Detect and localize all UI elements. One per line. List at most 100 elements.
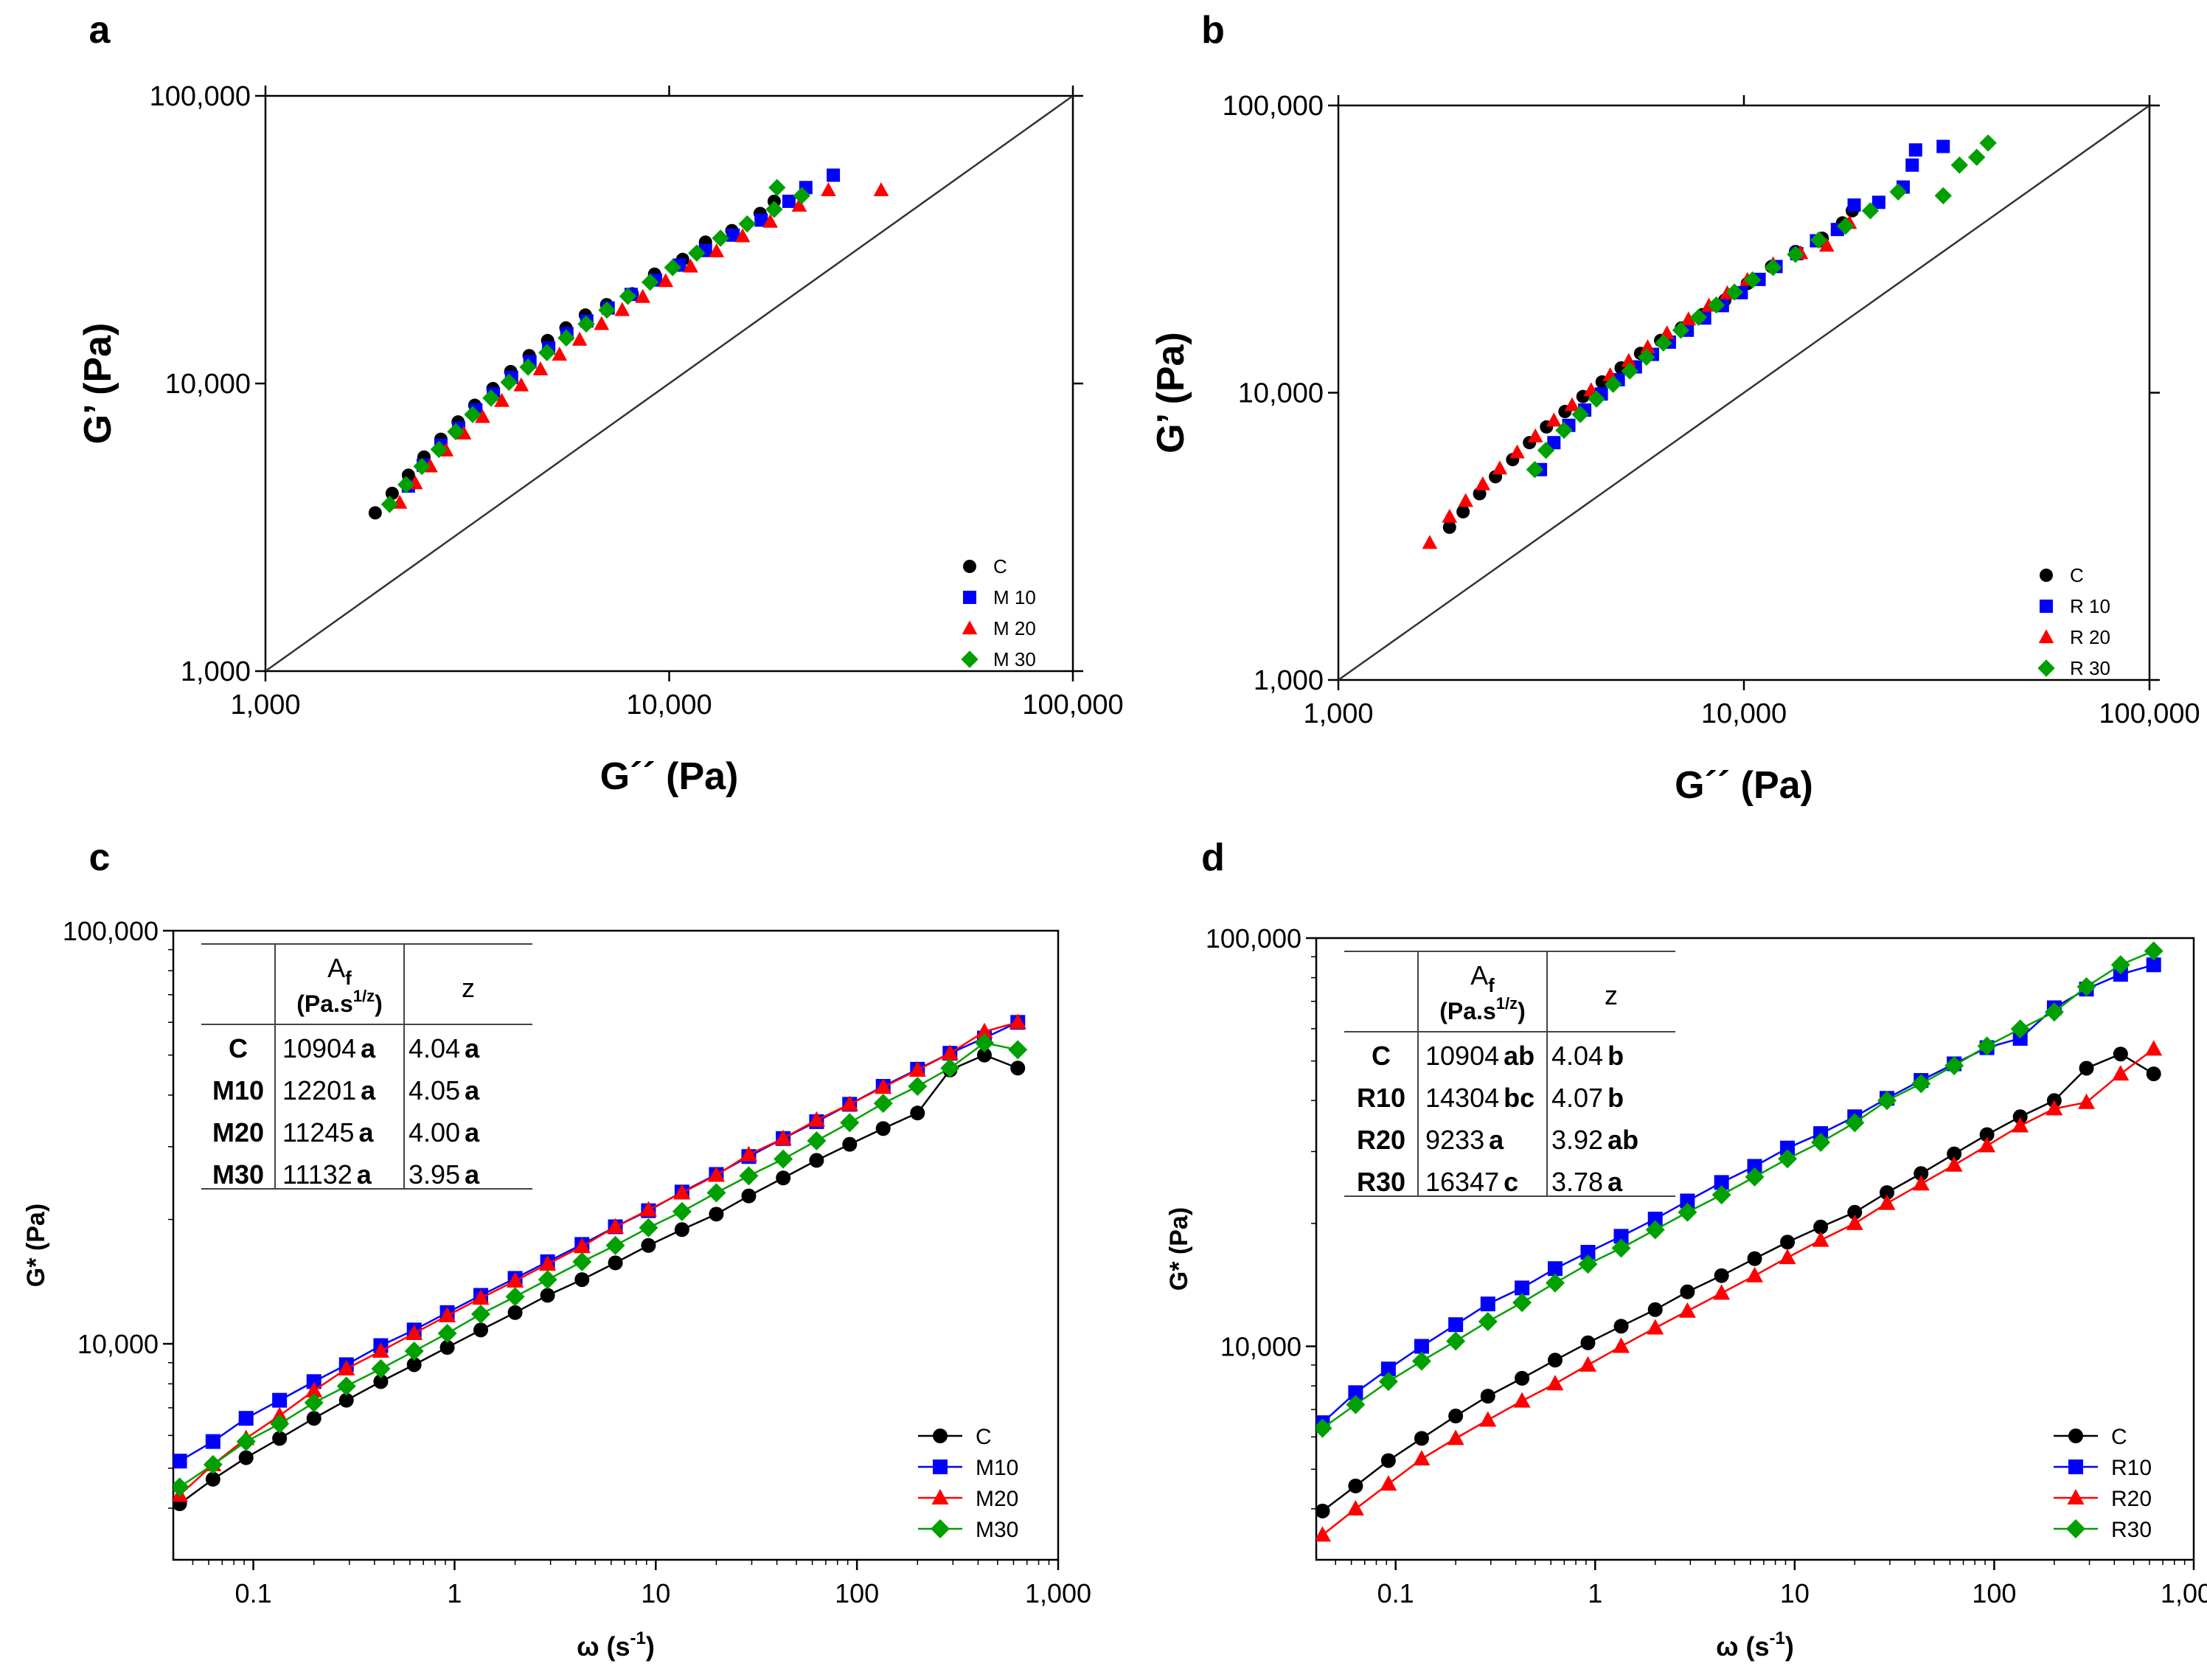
- data-point: [1711, 1185, 1731, 1205]
- table-row-label: M30: [212, 1159, 264, 1190]
- data-point: [1707, 296, 1725, 314]
- data-point: [238, 1450, 254, 1465]
- data-point: [1911, 1074, 1931, 1094]
- data-point: [507, 1271, 524, 1288]
- data-point: [1422, 535, 1438, 549]
- table-header-af: Af: [327, 953, 352, 989]
- data-point: [791, 198, 807, 212]
- y-axis-label: G* (Pa): [22, 1204, 50, 1287]
- data-point: [910, 1105, 925, 1121]
- x-tick-label: 100,000: [1022, 690, 1123, 721]
- data-point: [2113, 1046, 2128, 1062]
- chart-panel-a: a 1,000 10,000 100,000 1,000 10,000 100,000 G´´…: [77, 9, 1124, 798]
- y-tick-label: 100,000: [63, 916, 159, 946]
- data-point: [1846, 1214, 1863, 1230]
- legend-label: R 30: [2070, 657, 2110, 679]
- data-point: [1515, 1370, 1530, 1386]
- plot-frame: [1315, 937, 2195, 1561]
- data-point: [1647, 1211, 1663, 1226]
- data-point: [976, 1022, 993, 1038]
- data-point: [1779, 1249, 1796, 1265]
- chart-panel-d: d 0.1 1 10 100 1,000 10,000 100,000 ω (s-1) G* (P…: [1165, 836, 2207, 1662]
- panel-letter: d: [1201, 836, 1225, 879]
- data-point: [472, 1289, 490, 1305]
- data-point: [205, 1471, 220, 1487]
- data-point: [1725, 283, 1743, 301]
- data-point: [473, 1322, 488, 1338]
- legend-label: M30: [976, 1518, 1018, 1542]
- data-point: [368, 506, 382, 520]
- data-point: [1714, 1268, 1729, 1283]
- data-point: [1555, 421, 1573, 440]
- data-point: [272, 1431, 288, 1446]
- y-tick-label: 100,000: [1206, 923, 1301, 954]
- table-cell-z: 4.04 a: [409, 1033, 480, 1063]
- table-cell-z: 3.95 a: [409, 1159, 480, 1190]
- data-point: [1346, 1395, 1366, 1415]
- plot-frame: [172, 929, 1060, 1561]
- data-point: [1478, 1311, 1498, 1331]
- series-m30: [173, 1033, 1028, 1497]
- table-header-z: z: [462, 973, 475, 1003]
- data-point: [1680, 1284, 1695, 1299]
- data-point: [1764, 258, 1782, 277]
- table-header-unit: (Pa.s1/z): [296, 987, 383, 1017]
- data-point: [1346, 1499, 1364, 1516]
- data-point: [1316, 1503, 1330, 1518]
- x-tick-label: 10,000: [1701, 698, 1787, 729]
- data-point: [2146, 1066, 2161, 1082]
- data-point: [875, 1078, 892, 1094]
- data-point: [1348, 1478, 1363, 1493]
- data-point: [1780, 1140, 1796, 1156]
- data-point: [2010, 1019, 2030, 1039]
- data-point: [807, 1131, 827, 1150]
- data-point: [1547, 1353, 1563, 1368]
- data-point: [1672, 322, 1690, 339]
- y-tick-label: 10,000: [1238, 378, 1324, 409]
- data-point: [494, 392, 510, 407]
- data-point: [557, 329, 575, 347]
- legend: C R 10 R 20 R 30: [2037, 564, 2110, 679]
- data-point: [709, 243, 725, 257]
- data-point: [1780, 1235, 1796, 1250]
- data-point: [1678, 1302, 1696, 1318]
- legend-label: C: [993, 555, 1007, 577]
- reference-line: [265, 96, 1073, 671]
- panel-letter: c: [89, 836, 111, 879]
- legend-label: M10: [976, 1456, 1018, 1480]
- x-tick-label: 100: [835, 1578, 879, 1608]
- legend-label: M 10: [993, 586, 1036, 608]
- data-point: [572, 1252, 592, 1271]
- panel-letter: b: [1201, 9, 1225, 52]
- data-point: [1578, 1254, 1598, 1274]
- table-cell-af: 16347 c: [1425, 1167, 1518, 1197]
- data-point: [709, 1207, 724, 1222]
- data-point: [875, 1121, 891, 1136]
- legend-label: R30: [2111, 1518, 2152, 1542]
- data-point: [1588, 390, 1605, 408]
- data-point: [306, 1411, 322, 1426]
- data-point: [338, 1360, 355, 1376]
- data-point: [2078, 1093, 2096, 1109]
- data-point: [1678, 1202, 1697, 1222]
- data-point: [1621, 362, 1638, 380]
- reference-line: [1338, 105, 2149, 680]
- data-point: [1979, 1127, 1995, 1142]
- series-m20: [392, 182, 889, 509]
- data-point: [1380, 1453, 1396, 1468]
- data-point: [2044, 1002, 2064, 1022]
- legend-label: M 20: [993, 617, 1036, 639]
- legend: C M10 M20 M30: [918, 1425, 1018, 1542]
- data-point: [1947, 1146, 1962, 1162]
- data-point: [1010, 1061, 1026, 1076]
- legend-marker: [2066, 1519, 2085, 1538]
- data-point: [2076, 976, 2096, 996]
- data-point: [1813, 1219, 1829, 1235]
- data-point: [1479, 1411, 1497, 1427]
- data-point: [840, 1113, 860, 1133]
- data-point: [2145, 1040, 2163, 1056]
- x-axis-label: ω (s-1): [577, 1628, 655, 1662]
- x-tick-label: 1,000: [1303, 698, 1373, 729]
- data-point: [841, 1095, 858, 1111]
